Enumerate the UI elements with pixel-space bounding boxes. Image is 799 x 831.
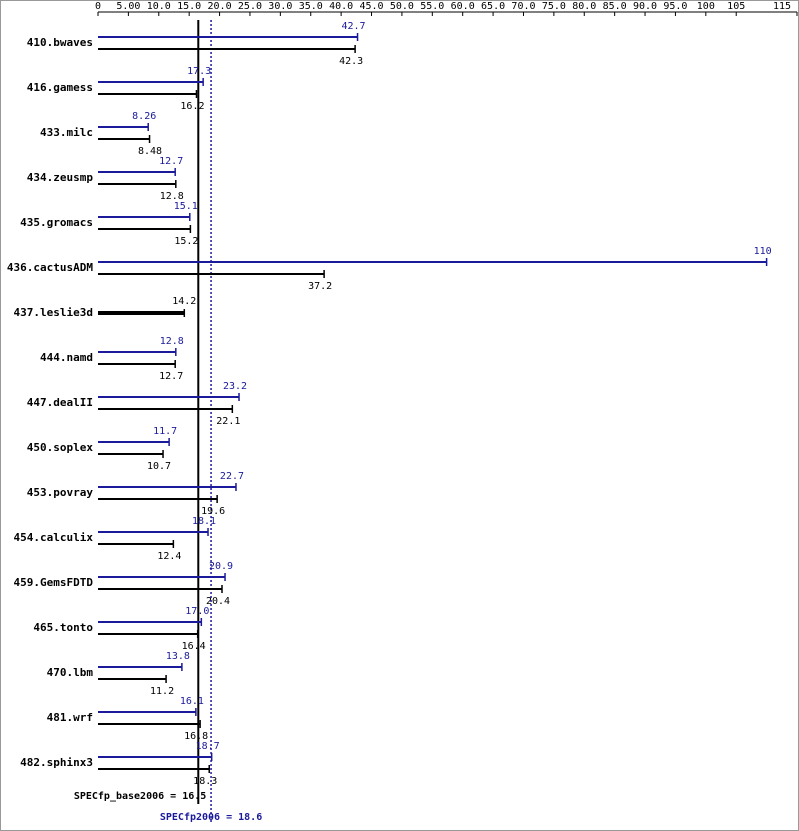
x-tick-label: 25.0 xyxy=(238,1,262,12)
value-label: 23.2 xyxy=(223,381,247,392)
value-label: 42.3 xyxy=(339,56,363,67)
value-label: 37.2 xyxy=(308,281,332,292)
x-tick-label: 95.0 xyxy=(663,1,687,12)
category-label: 435.gromacs xyxy=(20,216,93,229)
value-label: 12.7 xyxy=(159,371,183,382)
value-label: 15.2 xyxy=(174,236,198,247)
value-label: 12.7 xyxy=(159,156,183,167)
category-label: 433.milc xyxy=(40,126,93,139)
category-label: 482.sphinx3 xyxy=(20,756,93,769)
value-label: 22.1 xyxy=(216,416,240,427)
x-tick-label: 100 xyxy=(697,1,715,12)
category-label: 450.soplex xyxy=(27,441,94,454)
x-tick-label: 65.0 xyxy=(481,1,505,12)
peak-metric-label: SPECfp2006 = 18.6 xyxy=(160,812,262,823)
value-label: 16.2 xyxy=(180,101,204,112)
value-label: 14.2 xyxy=(172,296,196,307)
value-label: 16.8 xyxy=(184,731,208,742)
value-label: 18.3 xyxy=(193,776,217,787)
value-label: 22.7 xyxy=(220,471,244,482)
x-tick-label: 60.0 xyxy=(451,1,475,12)
x-tick-label: 80.0 xyxy=(572,1,596,12)
value-label: 11.7 xyxy=(153,426,177,437)
x-tick-label: 75.0 xyxy=(542,1,566,12)
value-label: 16.4 xyxy=(182,641,206,652)
x-tick-label: 50.0 xyxy=(390,1,414,12)
x-tick-label: 55.0 xyxy=(420,1,444,12)
x-tick-label: 15.0 xyxy=(177,1,201,12)
value-label: 20.9 xyxy=(209,561,233,572)
category-label: 465.tonto xyxy=(33,621,93,634)
category-label: 434.zeusmp xyxy=(27,171,94,184)
x-tick-label: 20.0 xyxy=(208,1,232,12)
value-label: 17.0 xyxy=(185,606,209,617)
value-label: 13.8 xyxy=(166,651,190,662)
x-tick-label: 115 xyxy=(773,1,791,12)
category-label: 436.cactusADM xyxy=(7,261,93,274)
category-label: 454.calculix xyxy=(14,531,94,544)
x-tick-label: 30.0 xyxy=(268,1,292,12)
x-tick-label: 70.0 xyxy=(511,1,535,12)
value-label: 17.3 xyxy=(187,66,211,77)
x-tick-label: 10.0 xyxy=(147,1,171,12)
value-label: 12.8 xyxy=(160,191,184,202)
x-tick-label: 90.0 xyxy=(633,1,657,12)
value-label: 16.1 xyxy=(180,696,204,707)
category-label: 437.leslie3d xyxy=(14,306,93,319)
category-label: 416.gamess xyxy=(27,81,93,94)
value-label: 12.8 xyxy=(160,336,184,347)
category-label: 453.povray xyxy=(27,486,94,499)
x-tick-label: 40.0 xyxy=(329,1,353,12)
category-label: 410.bwaves xyxy=(27,36,93,49)
x-tick-label: 45.0 xyxy=(359,1,383,12)
value-label: 15.1 xyxy=(174,201,198,212)
category-label: 444.namd xyxy=(40,351,93,364)
value-label: 19.6 xyxy=(201,506,225,517)
category-label: 481.wrf xyxy=(47,711,93,724)
x-tick-label: 105 xyxy=(727,1,745,12)
value-label: 8.48 xyxy=(138,146,162,157)
value-label: 20.4 xyxy=(206,596,230,607)
value-label: 110 xyxy=(754,246,772,257)
value-label: 8.26 xyxy=(132,111,156,122)
value-label: 18.7 xyxy=(196,741,220,752)
value-label: 10.7 xyxy=(147,461,171,472)
category-label: 447.dealII xyxy=(27,396,93,409)
category-label: 459.GemsFDTD xyxy=(14,576,94,589)
category-label: 470.lbm xyxy=(47,666,94,679)
value-label: 11.2 xyxy=(150,686,174,697)
value-label: 12.4 xyxy=(157,551,181,562)
value-label: 18.1 xyxy=(192,516,216,527)
base-metric-label: SPECfp_base2006 = 16.5 xyxy=(74,791,206,802)
x-tick-label: 35.0 xyxy=(299,1,323,12)
value-label: 42.7 xyxy=(341,21,365,32)
x-tick-label: 0 xyxy=(95,1,101,12)
x-tick-label: 5.00 xyxy=(116,1,140,12)
x-tick-label: 85.0 xyxy=(603,1,627,12)
